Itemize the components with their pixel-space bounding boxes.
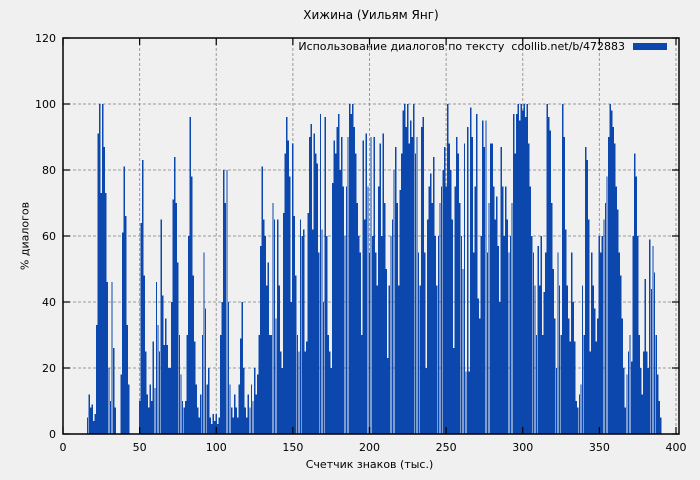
x-tick-label: 50: [133, 441, 147, 454]
x-tick-label: 150: [282, 441, 303, 454]
y-tick-label: 120: [35, 32, 56, 45]
y-tick-label: 20: [42, 362, 56, 375]
legend-swatch: [633, 43, 667, 50]
chart-title: Хижина (Уильям Янг): [303, 8, 439, 22]
x-tick-label: 400: [666, 441, 687, 454]
legend-label: Использование диалогов по тексту coollib…: [298, 40, 625, 53]
x-axis-label: Счетчик знаков (тыс.): [305, 458, 434, 471]
x-tick-label: 350: [589, 441, 610, 454]
legend: Использование диалогов по тексту coollib…: [298, 40, 667, 53]
y-tick-label: 60: [42, 230, 56, 243]
y-tick-label: 0: [49, 428, 56, 441]
x-tick-label: 200: [359, 441, 380, 454]
x-tick-label: 100: [206, 441, 227, 454]
x-tick-label: 300: [512, 441, 533, 454]
axis-ticks: 0 50 100 150 200 250 300 350 400 0 20 40 60 80 100 120: [35, 32, 687, 454]
bars: [86, 104, 662, 435]
y-tick-label: 80: [42, 164, 56, 177]
x-tick-label: 250: [436, 441, 457, 454]
x-tick-label: 0: [60, 441, 67, 454]
y-tick-label: 40: [42, 296, 56, 309]
y-axis-label: % диалогов: [18, 201, 32, 271]
y-tick-label: 100: [35, 98, 56, 111]
